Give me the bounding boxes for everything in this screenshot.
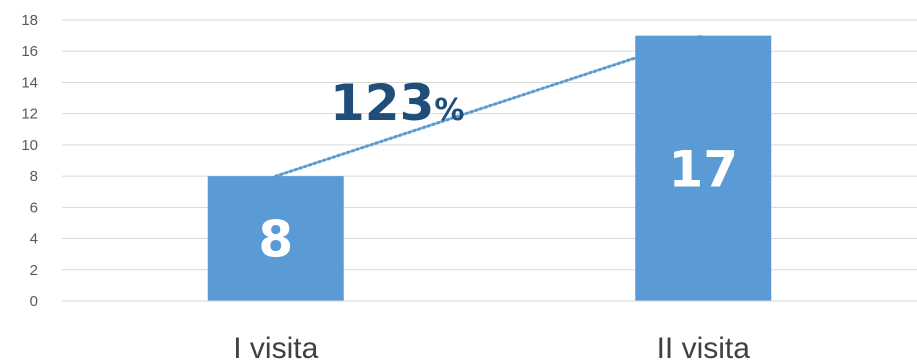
x-tick-label: I visita (233, 332, 318, 364)
growth-annotation-number: 123 (330, 74, 434, 132)
data-labels: 8 17 (258, 140, 738, 268)
bars (207, 35, 772, 301)
y-tick-label: 0 (30, 293, 38, 310)
trendline-path (274, 34, 705, 178)
gridlines (62, 19, 917, 302)
bar-data-label: 17 (668, 140, 738, 198)
x-tick-label: II visita (657, 332, 751, 364)
growth-annotation: 123% (330, 74, 464, 132)
y-tick-label: 2 (30, 262, 38, 279)
y-tick-label: 12 (21, 106, 38, 123)
growth-annotation-unit: % (434, 93, 464, 128)
y-tick-label: 10 (21, 137, 38, 154)
x-axis: I visita II visita (62, 300, 917, 364)
trendline (274, 34, 705, 178)
y-tick-label: 4 (30, 231, 38, 248)
y-tick-label: 14 (21, 74, 38, 91)
bar (207, 176, 344, 301)
y-tick-label: 18 (21, 12, 38, 29)
y-axis: 0 2 4 6 8 10 12 14 16 18 (21, 12, 38, 310)
bar-data-label: 8 (258, 211, 293, 269)
y-tick-label: 8 (30, 168, 38, 185)
bar (635, 35, 772, 301)
y-tick-label: 6 (30, 199, 38, 216)
y-tick-label: 16 (21, 43, 38, 60)
